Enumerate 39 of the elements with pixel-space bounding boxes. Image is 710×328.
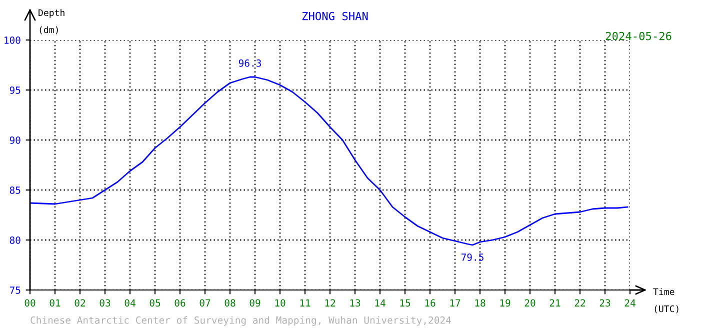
- x-tick-label: 13: [350, 299, 360, 307]
- x-tick-label: 20: [524, 299, 536, 307]
- x-tick-label: 18: [475, 299, 486, 307]
- x-tick-label: 02: [74, 299, 86, 307]
- x-tick-label: 23: [600, 299, 610, 307]
- x-tick-label: 09: [250, 299, 260, 307]
- x-tick-label: 19: [500, 299, 510, 307]
- x-tick-label: 24: [624, 299, 636, 306]
- chart-title: ZHONG SHAN: [302, 12, 368, 20]
- y-tick-label: 80: [10, 236, 20, 244]
- x-tick-label: 22: [574, 299, 586, 306]
- y-tick-label: 90: [10, 136, 20, 144]
- y-tick-label: 85: [10, 186, 20, 194]
- x-tick-label: 08: [224, 299, 236, 307]
- x-tick-label: 04: [124, 299, 136, 307]
- x-tick-label: 07: [200, 299, 210, 307]
- chart-subtitle: 2024-05-26: [606, 32, 672, 40]
- x-tick-label: 12: [325, 299, 336, 306]
- y-tick-label: 75: [10, 286, 20, 294]
- x-tick-label: 16: [425, 299, 436, 307]
- line-series: [30, 76, 628, 246]
- annotation: 96.3: [238, 59, 261, 67]
- x-tick-label: 15: [400, 299, 410, 307]
- x-tick-label: 17: [450, 299, 460, 306]
- x-tick-label: 00: [24, 299, 36, 307]
- x-tick-label: 01: [50, 299, 60, 307]
- x-tick-label: 11: [300, 299, 310, 306]
- text: Chinese Antarctic Center of Surveying and Mapping, Wuhan University,2024: [30, 316, 451, 326]
- annotation: 79.5: [461, 254, 484, 261]
- x-tick-label: 10: [275, 299, 286, 307]
- y-tick-label: 95: [10, 86, 20, 94]
- x-tick-label: 05: [150, 299, 160, 307]
- x-tick-label: 21: [550, 299, 560, 306]
- x-tick-label: 06: [174, 299, 186, 307]
- x-tick-label: 03: [100, 299, 110, 307]
- y-tick-label: 100: [4, 36, 20, 44]
- x-axis-title: Time (UTC): [653, 288, 678, 314]
- y-axis-title: Depth (dm): [38, 9, 64, 34]
- x-tick-label: 14: [375, 299, 386, 306]
